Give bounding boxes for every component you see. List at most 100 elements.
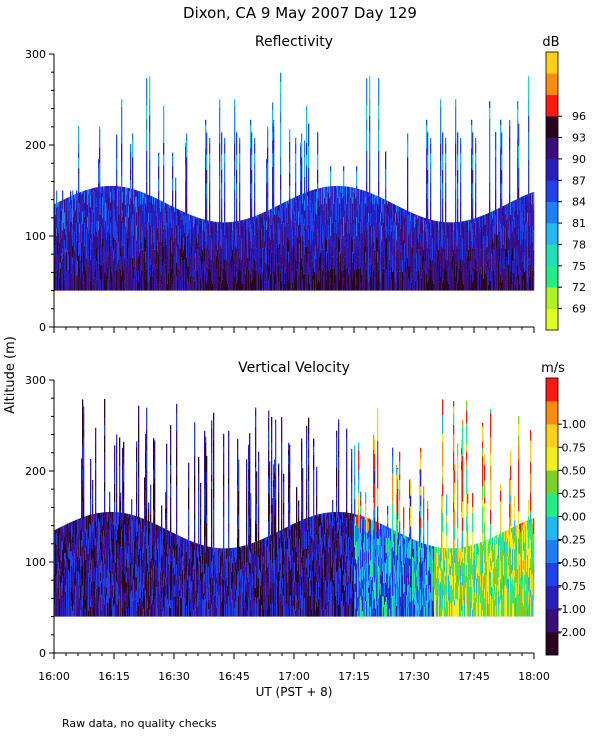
heatmap-cell [514, 248, 516, 257]
heatmap-cell [173, 207, 175, 208]
heatmap-cell [101, 186, 103, 193]
heatmap-cell [173, 559, 175, 568]
heatmap-cell [442, 131, 444, 133]
heatmap-cell [397, 241, 399, 254]
heatmap-cell [206, 208, 208, 230]
heatmap-cell [383, 204, 385, 210]
heatmap-cell [221, 208, 223, 230]
heatmap-cell [137, 227, 139, 237]
heatmap-cell [86, 554, 88, 563]
heatmap-cell [57, 216, 59, 228]
heatmap-cell [272, 176, 274, 194]
heatmap-cell [297, 269, 299, 291]
heatmap-cell [73, 229, 75, 239]
heatmap-cell [330, 216, 332, 237]
heatmap-cell [167, 246, 169, 268]
heatmap-cell [460, 137, 462, 144]
colorbar-label: 90 [572, 153, 586, 166]
heatmap-cell [54, 603, 56, 617]
heatmap-cell [138, 468, 140, 478]
heatmap-cell [85, 598, 87, 610]
heatmap-cell [161, 222, 163, 243]
heatmap-cell [151, 253, 153, 265]
heatmap-cell [194, 474, 196, 494]
heatmap-cell [133, 540, 135, 550]
heatmap-cell [224, 247, 226, 260]
heatmap-cell [97, 279, 99, 291]
heatmap-cell [475, 143, 477, 154]
heatmap-cell [521, 231, 523, 243]
heatmap-cell [304, 157, 306, 177]
heatmap-cell [110, 583, 112, 600]
heatmap-cell [80, 279, 82, 291]
heatmap-cell [165, 508, 167, 521]
heatmap-cell [346, 257, 348, 269]
heatmap-cell [172, 254, 174, 276]
heatmap-cell [284, 202, 286, 211]
heatmap-cell [76, 608, 78, 617]
heatmap-cell [99, 271, 101, 291]
heatmap-cell [495, 247, 497, 263]
heatmap-cell [368, 274, 370, 283]
heatmap-cell [133, 203, 135, 215]
heatmap-cell [103, 562, 105, 580]
heatmap-cell [151, 196, 153, 214]
heatmap-cell [485, 273, 487, 291]
heatmap-cell [72, 190, 74, 199]
heatmap-cell [293, 198, 295, 215]
heatmap-cell [205, 224, 207, 241]
heatmap-cell [131, 564, 133, 586]
heatmap-cell [202, 607, 204, 617]
heatmap-cell [123, 536, 125, 547]
heatmap-cell [489, 118, 491, 138]
heatmap-cell [194, 493, 196, 514]
heatmap-cell [224, 162, 226, 183]
heatmap-cell [465, 220, 467, 242]
heatmap-cell [246, 265, 248, 277]
heatmap-cell [499, 261, 501, 281]
heatmap-cell [386, 256, 388, 270]
heatmap-cell [242, 246, 244, 268]
heatmap-cell [285, 233, 287, 255]
heatmap-cell [189, 558, 191, 576]
heatmap-cell [251, 282, 253, 291]
heatmap-cell [158, 284, 160, 291]
heatmap-cell [198, 456, 200, 475]
heatmap-cell [212, 283, 214, 291]
heatmap-cell [427, 229, 429, 249]
heatmap-cell [192, 215, 194, 222]
heatmap-cell [514, 256, 516, 272]
heatmap-cell [166, 534, 168, 543]
heatmap-cell [186, 551, 188, 563]
heatmap-cell [104, 186, 106, 200]
heatmap-cell [513, 272, 515, 291]
heatmap-cell [203, 593, 205, 601]
heatmap-cell [125, 609, 127, 617]
heatmap-cell [366, 78, 368, 91]
heatmap-cell [198, 525, 200, 544]
heatmap-cell [333, 192, 335, 204]
heatmap-cell [83, 202, 85, 218]
heatmap-cell [129, 529, 131, 543]
heatmap-cell [130, 209, 132, 229]
heatmap-cell [412, 246, 414, 255]
heatmap-cell [174, 257, 176, 274]
heatmap-cell [228, 222, 230, 245]
heatmap-cell [517, 279, 519, 291]
heatmap-cell [310, 227, 312, 245]
heatmap-cell [430, 221, 432, 235]
heatmap-cell [445, 182, 447, 202]
heatmap-cell [204, 219, 206, 222]
heatmap-cell [150, 226, 152, 236]
heatmap-cell [170, 465, 172, 476]
heatmap-cell [180, 228, 182, 249]
heatmap-cell [273, 119, 275, 126]
heatmap-cell [266, 189, 268, 204]
heatmap-cell [177, 251, 179, 268]
heatmap-cell [99, 512, 101, 514]
heatmap-cell [242, 225, 244, 247]
heatmap-cell [102, 603, 104, 617]
heatmap-cell [418, 249, 420, 271]
heatmap-cell [187, 278, 189, 291]
heatmap-cell [523, 225, 525, 232]
